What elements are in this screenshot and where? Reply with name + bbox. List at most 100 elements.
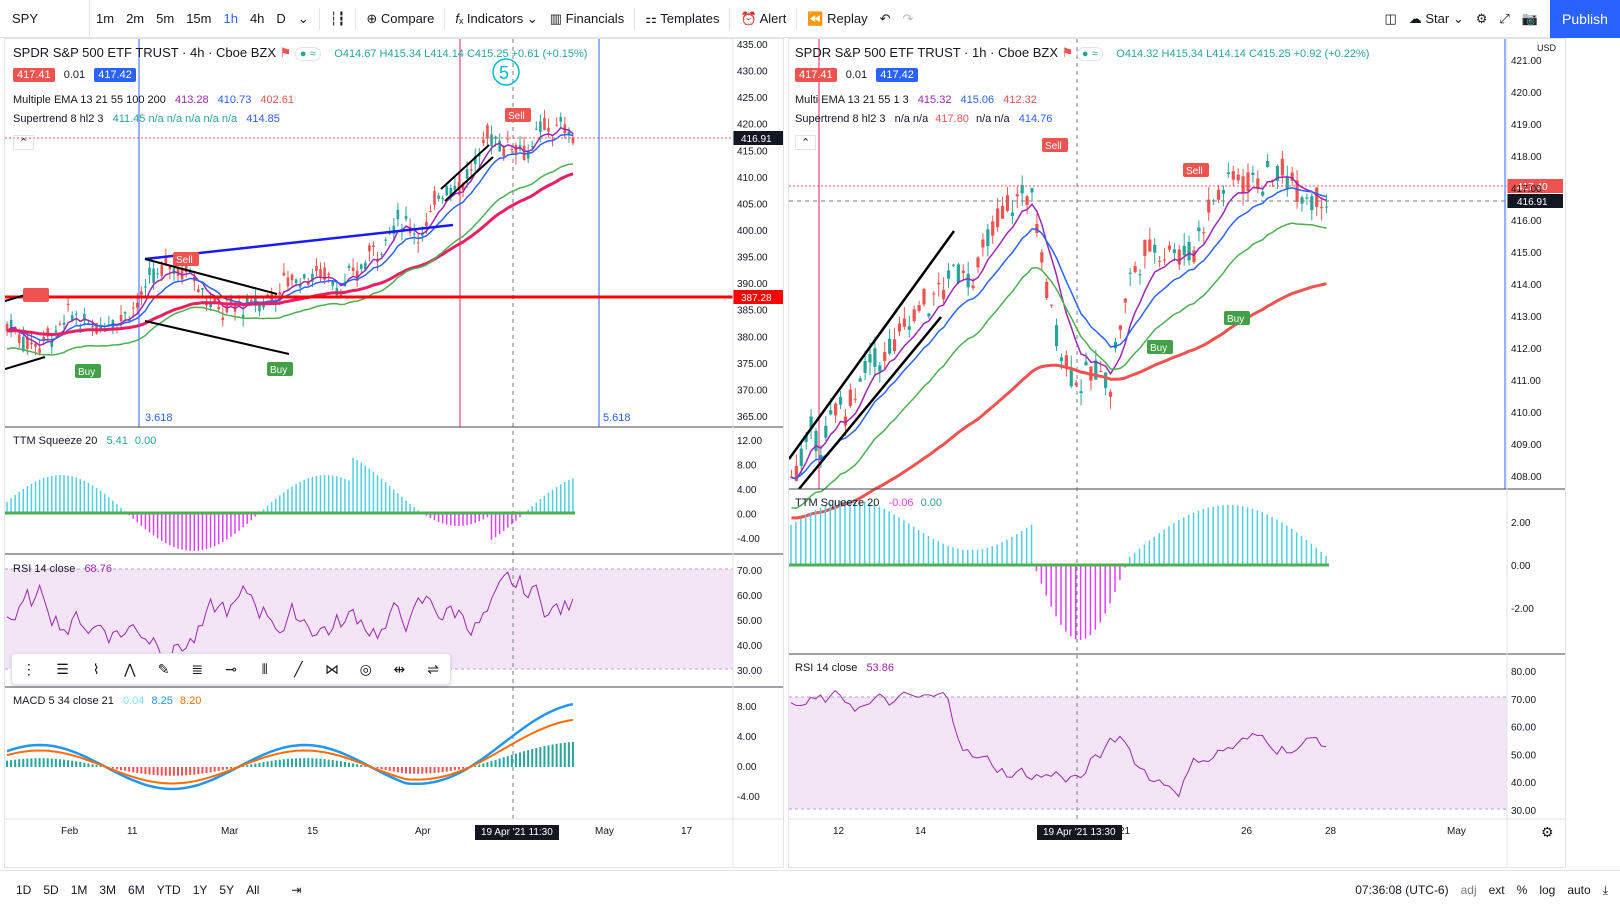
ruler-icon[interactable]: ⇹ bbox=[393, 660, 406, 677]
price-axis-label: 410.00 bbox=[1511, 408, 1542, 419]
percent-toggle[interactable]: % bbox=[1516, 883, 1528, 897]
camera-icon[interactable]: 📷 bbox=[1521, 10, 1538, 26]
left-chart-canvas[interactable]: 387.28 416.91 Buy Buy Sell Sell 3.618 5.618 435.… bbox=[5, 39, 784, 868]
interval-1m[interactable]: 1m bbox=[96, 10, 115, 26]
candle-body bbox=[1030, 188, 1034, 193]
undo-icon[interactable]: ↶ bbox=[879, 10, 891, 26]
price-axis-label: 80.00 bbox=[1511, 667, 1536, 678]
range-1y[interactable]: 1Y bbox=[192, 883, 208, 897]
candle-body bbox=[1221, 189, 1226, 194]
rsi-band bbox=[789, 697, 1507, 809]
supertrend-line bbox=[6, 163, 574, 356]
wave-abc-icon[interactable]: ⋀ bbox=[124, 660, 136, 677]
redo-icon[interactable]: ↷ bbox=[902, 10, 914, 26]
wave-15-icon[interactable]: ⌇ bbox=[92, 660, 100, 677]
candle-body bbox=[1064, 355, 1068, 368]
range-6m[interactable]: 6M bbox=[128, 883, 145, 897]
right-st-rest: n/a n/a bbox=[976, 113, 1010, 125]
candle-body bbox=[961, 270, 965, 274]
clock-time[interactable]: 07:36:08 (UTC-6) bbox=[1355, 883, 1449, 897]
compare-button[interactable]: ⊕ Compare bbox=[360, 0, 440, 38]
candle-body bbox=[258, 304, 261, 312]
left-buy-price[interactable]: 417.42 bbox=[94, 68, 136, 82]
time-axis-label: Mar bbox=[221, 826, 239, 837]
horizontal-lines-icon[interactable]: ☰ bbox=[56, 660, 69, 677]
right-ema-legend: Multi EMA 13 21 55 1 3 415.32 415.06 412… bbox=[795, 94, 1037, 106]
candle-body bbox=[478, 154, 481, 157]
range-ytd[interactable]: YTD bbox=[156, 883, 181, 897]
scroll-end-icon[interactable]: ⤓ bbox=[1602, 882, 1608, 897]
candle-body bbox=[1241, 176, 1245, 194]
candle-body bbox=[843, 416, 848, 426]
spiral-icon[interactable]: ◎ bbox=[359, 660, 372, 677]
ext-toggle[interactable]: ext bbox=[1488, 883, 1505, 897]
brush-icon[interactable]: ✎ bbox=[157, 660, 170, 677]
ray-icon[interactable]: ⊸ bbox=[225, 660, 237, 677]
interval-1h[interactable]: 1h bbox=[223, 10, 238, 26]
range-3m[interactable]: 3M bbox=[99, 883, 117, 897]
candle-body bbox=[278, 292, 282, 295]
log-toggle[interactable]: log bbox=[1539, 883, 1556, 897]
signal-tag-bg bbox=[173, 252, 199, 266]
candle-body bbox=[54, 330, 58, 333]
candle-body bbox=[1172, 249, 1176, 254]
layout-icon[interactable]: ◫ bbox=[1384, 10, 1397, 26]
templates-button[interactable]: ⚏ Templates bbox=[639, 0, 725, 38]
financials-button[interactable]: ▥ Financials bbox=[544, 0, 630, 38]
price-axis-label: 417.00 bbox=[1511, 184, 1542, 195]
range-5d[interactable]: 5D bbox=[43, 883, 59, 897]
interval-d[interactable]: D bbox=[276, 10, 286, 26]
pattern-icon[interactable]: ⋈ bbox=[325, 660, 340, 677]
candle-body bbox=[429, 210, 432, 212]
right-buy-price[interactable]: 417.42 bbox=[876, 68, 918, 82]
trend-line-icon[interactable]: ╱ bbox=[294, 660, 303, 677]
symbol-search[interactable]: SPY bbox=[0, 0, 90, 38]
candle-body bbox=[1118, 325, 1122, 330]
price-axis-label: 30.00 bbox=[1511, 806, 1536, 817]
collapse-chevron-up-icon[interactable]: ⌃ bbox=[13, 135, 35, 150]
collapse-chevron-up-icon[interactable]: ⌃ bbox=[795, 135, 817, 150]
range-1m[interactable]: 1M bbox=[70, 883, 88, 897]
goto-date-icon[interactable]: ⇥ bbox=[291, 883, 302, 897]
candle-body bbox=[38, 348, 41, 353]
channel-icon[interactable]: ≣ bbox=[191, 660, 204, 677]
range-1d[interactable]: 1D bbox=[16, 883, 32, 897]
auto-toggle[interactable]: auto bbox=[1567, 883, 1591, 897]
candles-icon[interactable]: ┆┇ bbox=[329, 10, 346, 26]
right-chart-panel[interactable]: 417.40 416.91 Buy Buy Sell Sell 421.00 420.00 41… bbox=[788, 38, 1566, 868]
left-sell-price[interactable]: 417.41 bbox=[13, 68, 55, 82]
right-chart-canvas[interactable]: 417.40 416.91 Buy Buy Sell Sell 421.00 420.00 41… bbox=[789, 39, 1566, 868]
chevron-down-icon[interactable]: ⌄ bbox=[297, 10, 309, 26]
drag-handle-icon[interactable]: ⋮ bbox=[21, 660, 36, 677]
interval-4h[interactable]: 4h bbox=[249, 10, 265, 26]
position-icon[interactable]: ⇌ bbox=[427, 660, 439, 677]
divider bbox=[355, 7, 357, 30]
candle-body bbox=[932, 293, 936, 295]
right-sell-price[interactable]: 417.41 bbox=[795, 68, 837, 82]
macd-line bbox=[6, 702, 574, 791]
chart-settings-gear-icon[interactable]: ⚙ bbox=[1541, 824, 1554, 840]
indicators-button[interactable]: fₓ Indicators ⌄ bbox=[455, 10, 538, 26]
range-all[interactable]: All bbox=[246, 883, 260, 897]
left-chart-panel[interactable]: 387.28 416.91 Buy Buy Sell Sell 3.618 5.618 435.… bbox=[4, 38, 784, 868]
settings-gear-icon[interactable]: ⚙ bbox=[1475, 10, 1488, 26]
range-5y[interactable]: 5Y bbox=[219, 883, 235, 897]
candle-body bbox=[794, 465, 798, 481]
interval-2m[interactable]: 2m bbox=[126, 10, 145, 26]
right-rsi-legend: RSI 14 close 53.86 bbox=[795, 662, 894, 674]
vertical-lines-icon[interactable]: ⦀ bbox=[261, 660, 268, 677]
interval-15m[interactable]: 15m bbox=[186, 10, 212, 26]
star-button[interactable]: ☁ Star ⌄ bbox=[1408, 10, 1464, 26]
currency-label: USD bbox=[1537, 43, 1557, 53]
candle-body bbox=[46, 328, 50, 337]
adj-toggle[interactable]: adj bbox=[1460, 883, 1477, 897]
candle-body bbox=[140, 291, 143, 296]
status-dots-icon[interactable]: ● ≈ bbox=[294, 47, 321, 61]
time-axis-label: Apr bbox=[415, 826, 431, 837]
status-dots-icon[interactable]: ● ≈ bbox=[1076, 47, 1103, 61]
interval-5m[interactable]: 5m bbox=[156, 10, 175, 26]
replay-button[interactable]: ⏪ Replay bbox=[801, 0, 873, 38]
alert-button[interactable]: ⏰ Alert bbox=[734, 0, 792, 38]
fullscreen-icon[interactable]: ⤢ bbox=[1499, 10, 1510, 26]
publish-button[interactable]: Publish bbox=[1550, 0, 1620, 38]
